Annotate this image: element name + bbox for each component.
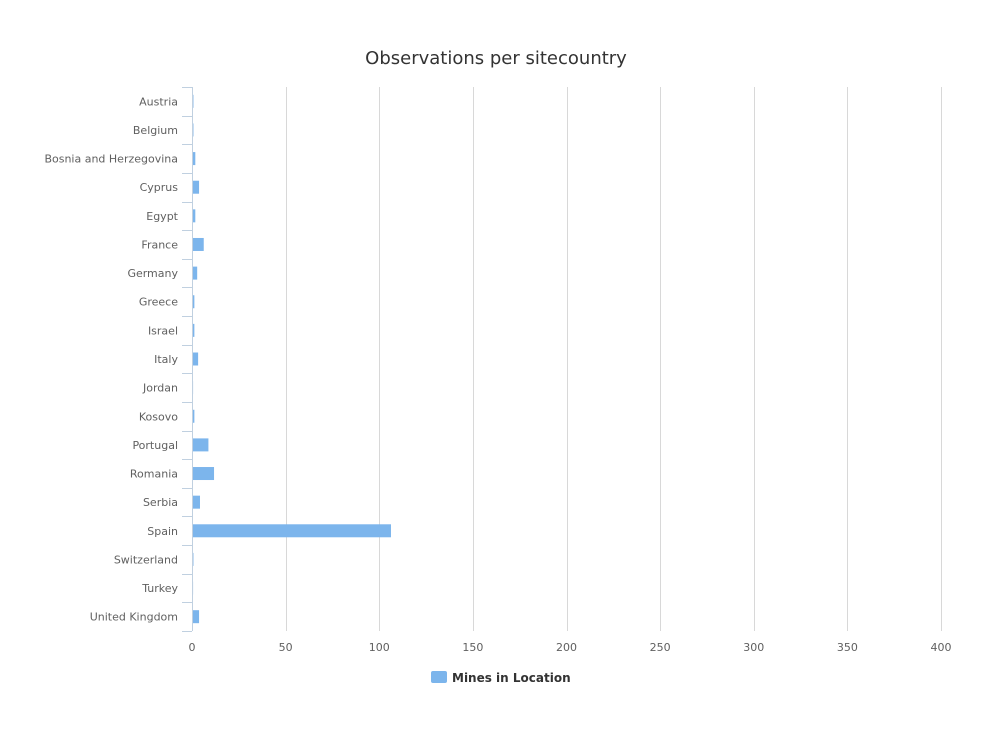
category-axis [182, 87, 193, 632]
x-tick-label: 0 [189, 641, 196, 654]
category-label: Romania [130, 468, 178, 481]
category-label: Portugal [132, 439, 178, 452]
category-label: Serbia [143, 496, 178, 509]
bar[interactable] [192, 237, 204, 251]
bar[interactable] [192, 524, 391, 538]
legend-swatch[interactable] [431, 671, 447, 683]
grid-lines [286, 87, 942, 631]
chart-title: Observations per sitecountry [365, 48, 627, 69]
category-label: Israel [148, 324, 178, 337]
category-label: Belgium [133, 124, 178, 137]
bar[interactable] [192, 467, 215, 481]
bar[interactable] [192, 323, 195, 337]
x-tick-label: 400 [931, 641, 952, 654]
category-label: Jordan [142, 382, 178, 395]
category-label: France [141, 238, 178, 251]
legend[interactable]: Mines in Location [431, 671, 571, 685]
category-label: Egypt [146, 210, 178, 223]
category-label: Austria [139, 95, 178, 108]
bar[interactable] [192, 438, 209, 452]
category-labels: Austria Belgium Bosnia and Herzegovina Cypr… [44, 95, 178, 623]
bar[interactable] [192, 495, 200, 509]
category-label: Kosovo [139, 410, 178, 423]
category-label: Bosnia and Herzegovina [44, 153, 178, 166]
x-tick-label: 150 [462, 641, 483, 654]
bar[interactable] [192, 409, 195, 423]
bar[interactable] [192, 152, 196, 166]
bar[interactable] [192, 209, 196, 223]
x-tick-label: 350 [837, 641, 858, 654]
category-label: Greece [139, 296, 178, 309]
x-tick-label: 250 [650, 641, 671, 654]
category-label: Turkey [141, 582, 178, 595]
category-label: Cyprus [140, 181, 179, 194]
category-label: Germany [127, 267, 178, 280]
category-label: Italy [154, 353, 178, 366]
category-label: United Kingdom [90, 611, 178, 624]
bar[interactable] [192, 295, 195, 309]
category-label: Spain [147, 525, 178, 538]
x-tick-label: 200 [556, 641, 577, 654]
bar[interactable] [192, 266, 198, 280]
category-label: Switzerland [114, 553, 178, 566]
x-tick-label: 50 [279, 641, 293, 654]
value-axis-labels: 0 50 100 150 200 250 300 350 400 [189, 641, 952, 654]
x-tick-label: 300 [743, 641, 764, 654]
legend-label[interactable]: Mines in Location [452, 671, 571, 685]
bar-series [192, 94, 391, 624]
x-tick-label: 100 [369, 641, 390, 654]
bar[interactable] [192, 180, 200, 194]
bar[interactable] [192, 610, 200, 624]
bar[interactable] [192, 352, 199, 366]
